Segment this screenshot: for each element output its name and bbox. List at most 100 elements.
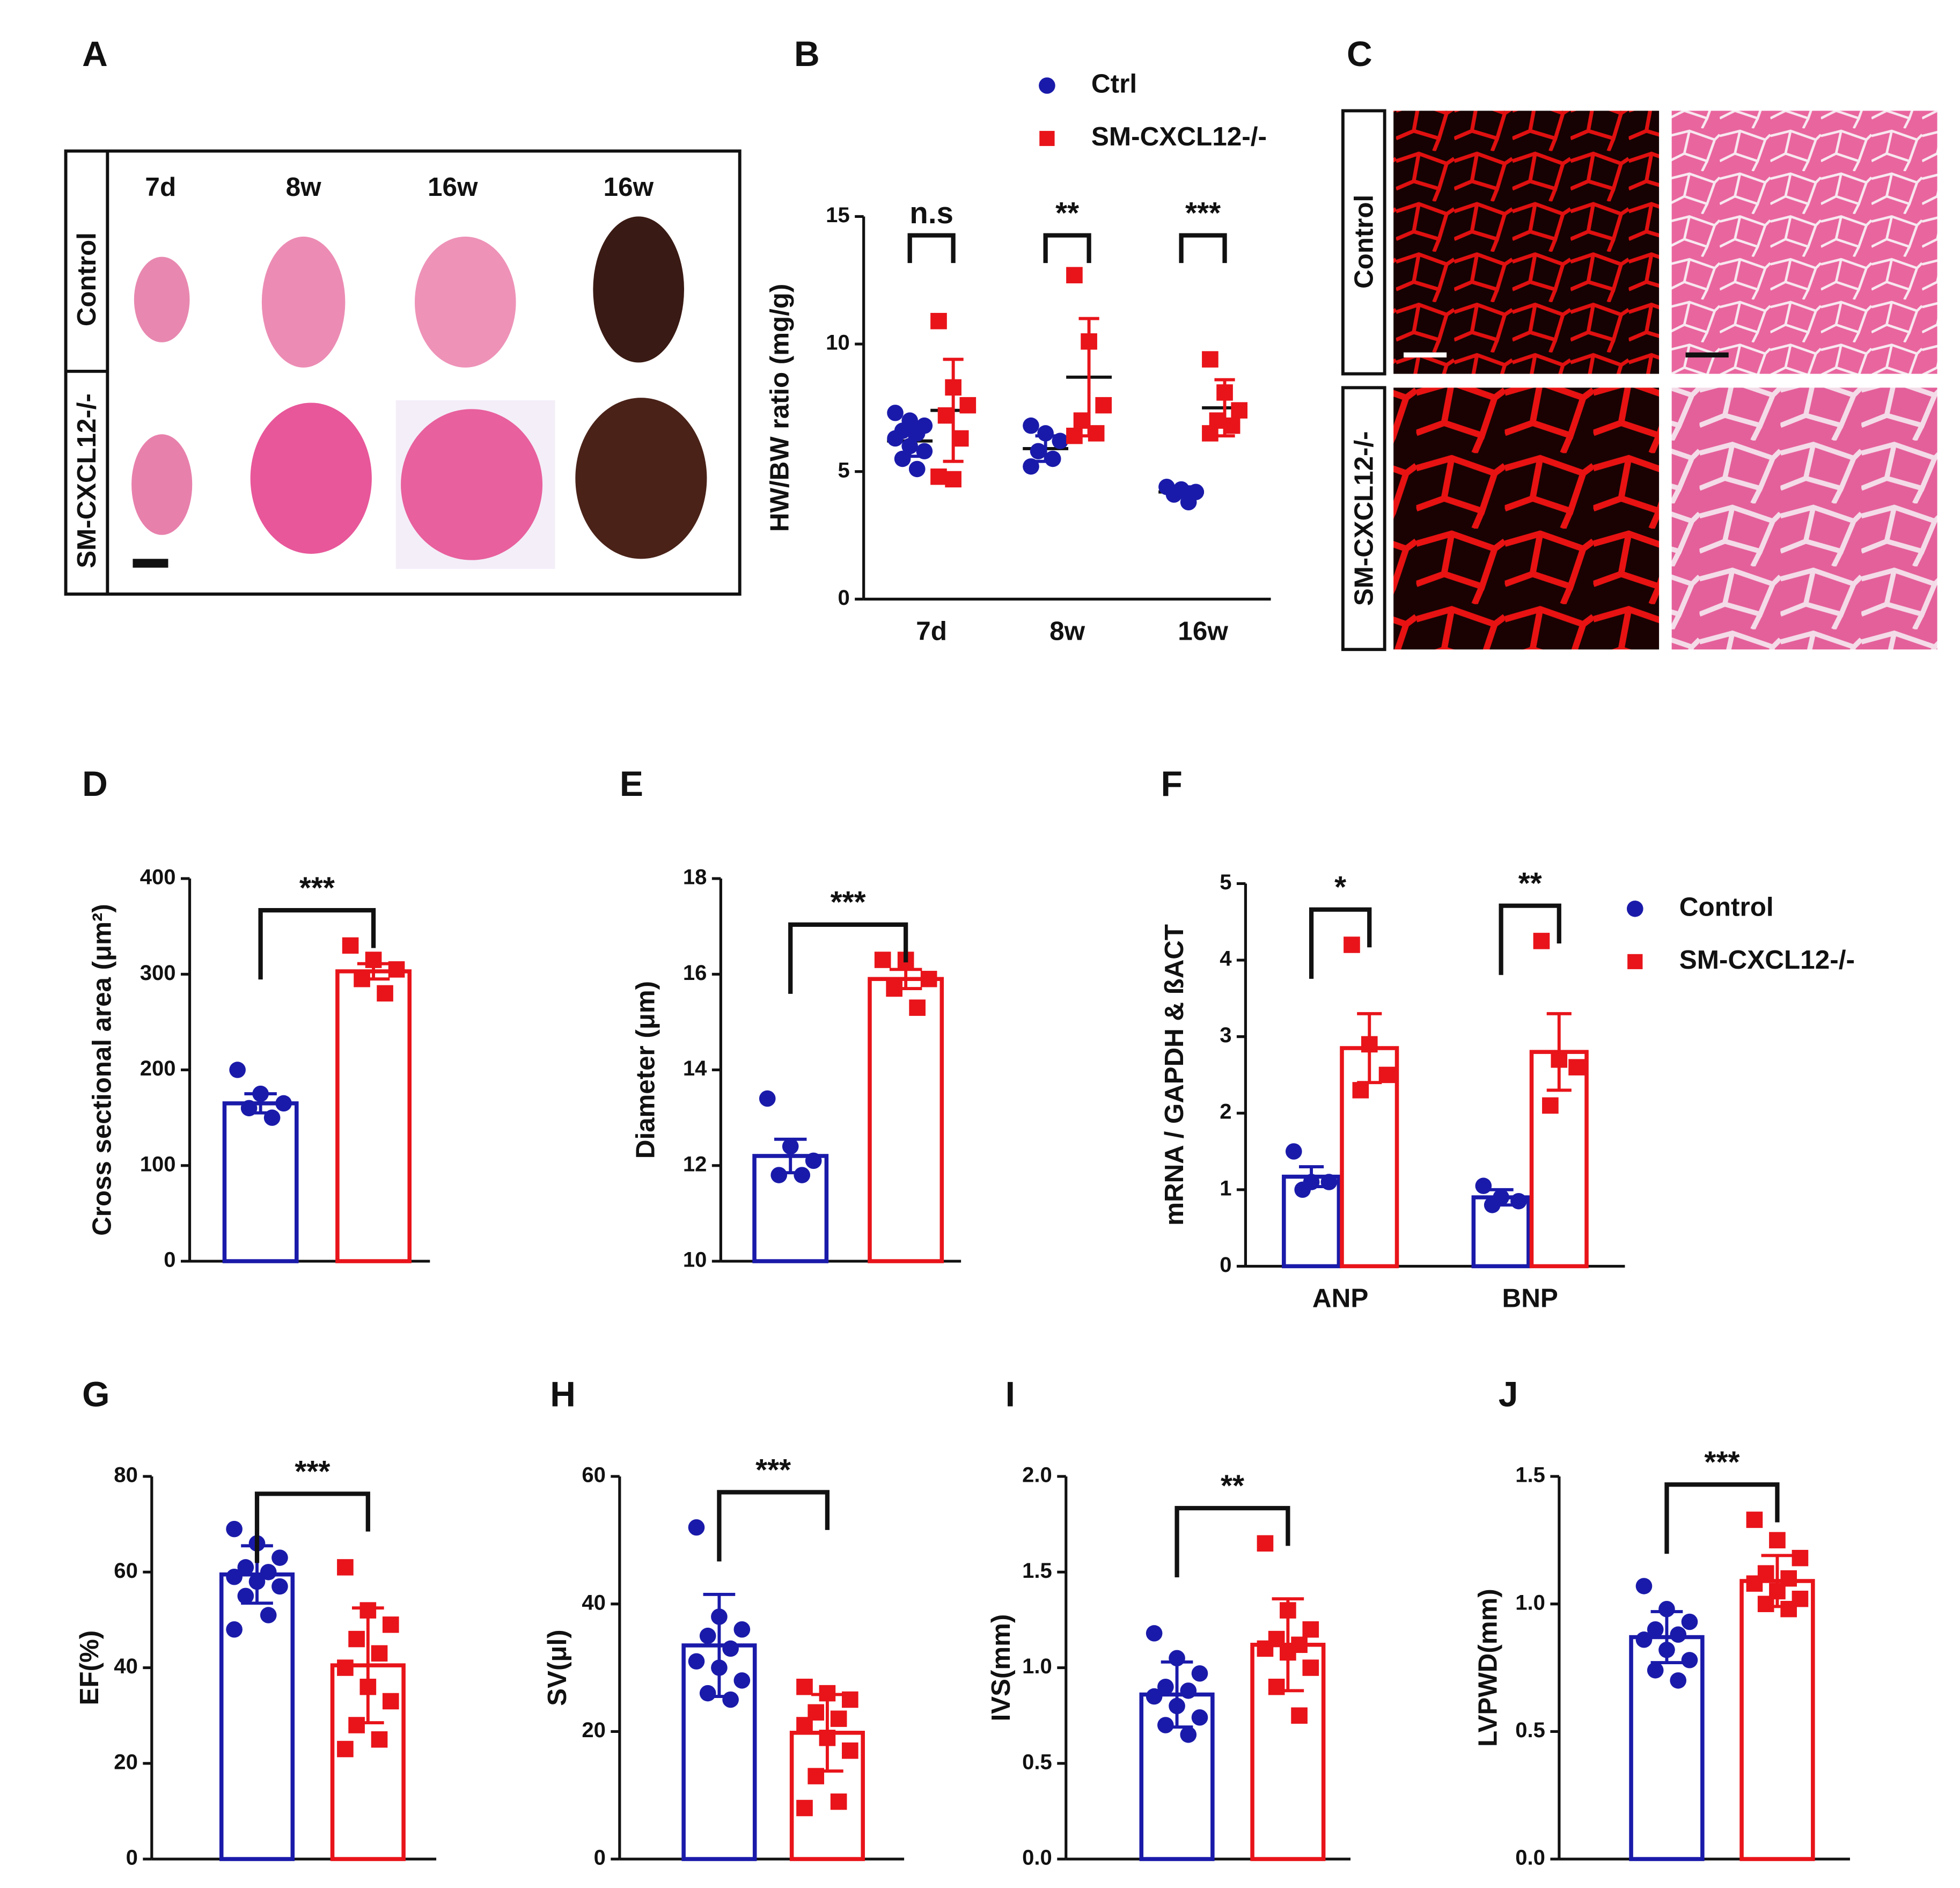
point [337, 1559, 354, 1576]
point [1030, 443, 1047, 459]
point [1157, 1678, 1174, 1695]
heart [593, 216, 685, 363]
significance-bracket [1664, 1482, 1780, 1554]
x-tick-label: ANP [1312, 1284, 1368, 1313]
point [945, 471, 961, 488]
point [782, 1138, 799, 1155]
point [1169, 1697, 1185, 1715]
point [699, 1627, 716, 1644]
point [842, 1742, 858, 1759]
point [1165, 486, 1183, 503]
point [1670, 1626, 1687, 1643]
point [1180, 1726, 1197, 1743]
point [1257, 1535, 1274, 1552]
point [1769, 1532, 1786, 1549]
point [908, 460, 926, 478]
point [371, 1645, 388, 1662]
point [1202, 425, 1218, 442]
point [887, 430, 904, 447]
y-tick-label: 40 [114, 1655, 138, 1678]
point [260, 1564, 277, 1580]
x-tick-label: BNP [1502, 1284, 1558, 1313]
point [229, 1062, 246, 1078]
significance-bracket [1174, 1506, 1290, 1578]
point [260, 1607, 277, 1623]
point [688, 1519, 705, 1536]
significance-label: ** [1055, 196, 1079, 230]
point [699, 1685, 716, 1702]
legend-label: Control [1679, 892, 1774, 921]
significance-bracket [1309, 907, 1372, 979]
point [722, 1691, 739, 1708]
point [711, 1659, 728, 1676]
point [1635, 1631, 1653, 1648]
row-label: Control [1349, 195, 1378, 289]
y-tick-label: 5 [1220, 870, 1231, 894]
significance-label: *** [299, 871, 335, 905]
point [1081, 333, 1097, 350]
point [1268, 1678, 1285, 1695]
scale-bar [133, 559, 168, 568]
point [1095, 397, 1112, 414]
point [796, 1678, 813, 1695]
y-tick-label: 4 [1220, 947, 1231, 971]
point [359, 1678, 377, 1695]
heart [131, 434, 193, 535]
point [1352, 1082, 1369, 1099]
point [930, 468, 947, 485]
y-tick-label: 2 [1220, 1100, 1231, 1124]
y-tick-label: 1.0 [1022, 1655, 1052, 1678]
point [819, 1730, 836, 1746]
point [796, 1717, 813, 1733]
legend-swatch [1626, 901, 1643, 917]
y-tick-label: 0 [838, 586, 849, 610]
significance-bracket [717, 1490, 830, 1562]
point [1670, 1672, 1687, 1689]
point [887, 405, 904, 421]
column-label: 8w [286, 172, 322, 202]
significance-bracket [258, 908, 376, 980]
significance-label: ** [1518, 866, 1542, 900]
point [371, 1731, 388, 1748]
y-axis-label: EF(%) [75, 1630, 104, 1706]
x-tick-label: 8w [1049, 617, 1085, 646]
point [830, 1710, 847, 1727]
y-tick-label: 14 [683, 1057, 707, 1080]
micrograph [1393, 111, 1660, 374]
significance-label: *** [1704, 1445, 1739, 1479]
y-tick-label: 80 [114, 1463, 138, 1487]
point [1361, 1036, 1378, 1053]
y-tick-label: 15 [826, 203, 850, 227]
scale-bar [1685, 352, 1729, 358]
point [388, 961, 405, 978]
y-axis-label: LVPWD(mm) [1473, 1589, 1502, 1746]
bar [222, 1101, 299, 1263]
panel-letter: C [1347, 34, 1372, 74]
y-axis-label: mRNA / GAPDH & ßACT [1159, 924, 1189, 1226]
y-tick-label: 1.5 [1022, 1559, 1052, 1583]
significance-bracket [1043, 233, 1091, 264]
legend-label: SM-CXCL12-/- [1091, 122, 1267, 151]
point [1792, 1549, 1809, 1567]
point [894, 450, 911, 467]
y-tick-label: 18 [683, 866, 707, 889]
point [382, 1693, 399, 1710]
point [226, 1621, 243, 1638]
y-tick-label: 60 [114, 1559, 138, 1583]
row-label: Control [72, 232, 101, 326]
significance-bracket [254, 1491, 370, 1563]
y-tick-label: 10 [826, 331, 850, 355]
y-tick-label: 16 [683, 961, 707, 985]
point [920, 970, 937, 987]
legend-label: Ctrl [1091, 69, 1137, 99]
point [1533, 933, 1550, 949]
row-label: SM-CXCL12-/- [1349, 431, 1378, 606]
point [842, 1691, 858, 1708]
point [819, 1685, 836, 1702]
point [909, 999, 926, 1016]
point [342, 937, 359, 954]
point [908, 425, 926, 442]
point [248, 1573, 266, 1590]
point [794, 1167, 811, 1183]
